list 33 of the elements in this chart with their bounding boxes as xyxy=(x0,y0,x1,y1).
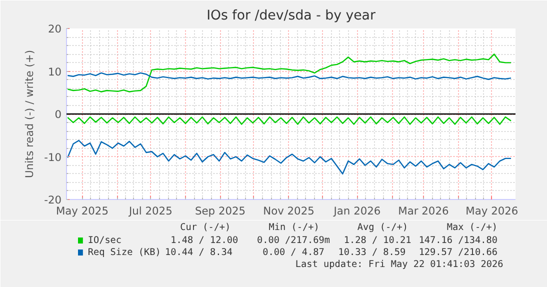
legend-label: Req Size (KB) xyxy=(88,247,161,258)
text: 1.28 / 10.21 xyxy=(344,235,412,246)
x-tick-label: Mar 2026 xyxy=(398,204,449,218)
line-series xyxy=(67,54,512,92)
line-series xyxy=(67,72,512,80)
text: 1.48 / 12.00 xyxy=(170,235,238,246)
text: 147.16 /134.80 xyxy=(418,235,498,246)
y-tick-label: -10 xyxy=(44,150,62,164)
x-tick-label: Sep 2025 xyxy=(194,204,246,218)
line-series xyxy=(67,140,512,174)
text: Avg (-/+) xyxy=(357,222,408,233)
text: Last update: Fri May 22 01:41:03 2026 xyxy=(295,259,504,270)
y-axis-title: Units read (-) / write (+) xyxy=(23,50,36,178)
text: 10.33 / 8.59 xyxy=(338,247,406,258)
x-tick-label: Jan 2026 xyxy=(332,204,381,218)
x-tick-label: Jul 2025 xyxy=(128,204,172,218)
y-tick-label: 10 xyxy=(48,65,62,78)
chart-title: IOs for /dev/sda - by year xyxy=(206,8,376,24)
y-tick-label: 0 xyxy=(54,108,62,121)
text: Cur (-/+) xyxy=(180,222,231,233)
text: 0.00 /217.69m xyxy=(256,235,330,246)
text: 0.00 / 4.87 xyxy=(262,247,324,258)
text: 129.57 /210.66 xyxy=(418,247,498,258)
x-tick-label: Nov 2025 xyxy=(263,204,314,218)
x-tick-label: May 2026 xyxy=(466,204,518,218)
text: Min (-/+) xyxy=(268,222,320,233)
text: Max (-/+) xyxy=(446,222,498,233)
legend-label: IO/sec xyxy=(88,235,122,246)
text: 10.44 / 8.34 xyxy=(165,247,233,258)
y-tick-label: 20 xyxy=(48,22,62,36)
y-tick-label: -20 xyxy=(44,194,62,206)
line-series xyxy=(67,116,512,125)
x-tick-label: May 2025 xyxy=(56,204,108,218)
